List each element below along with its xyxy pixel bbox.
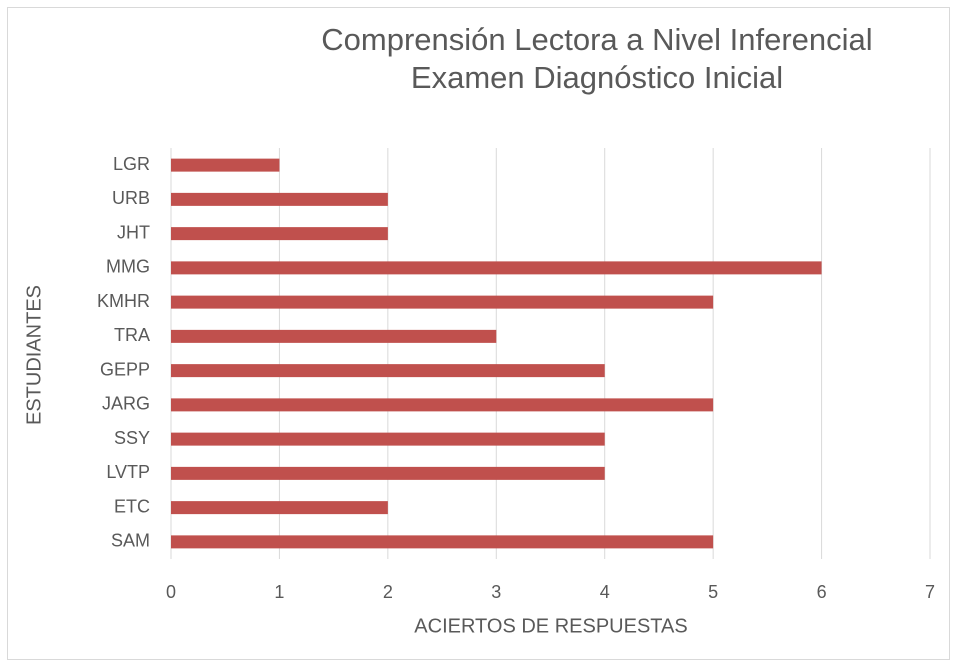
x-tick-label: 4 xyxy=(600,582,610,602)
x-tick-label: 0 xyxy=(166,582,176,602)
x-tick-label: 6 xyxy=(817,582,827,602)
x-axis-label: ACIERTOS DE RESPUESTAS xyxy=(414,615,687,637)
bar xyxy=(171,329,497,343)
y-tick-label: JARG xyxy=(102,394,150,414)
chart-title: Comprensión Lectora a Nivel Inferencial xyxy=(321,22,872,57)
bar xyxy=(171,261,822,275)
x-tick-label: 3 xyxy=(491,582,501,602)
bar xyxy=(171,192,388,206)
y-tick-label: KMHR xyxy=(97,291,150,311)
y-tick-label: JHT xyxy=(117,222,150,242)
bar xyxy=(171,432,605,446)
chart-subtitle: Examen Diagnóstico Inicial xyxy=(411,60,783,95)
y-tick-label: LVTP xyxy=(106,462,150,482)
y-tick-label: SAM xyxy=(111,531,150,551)
y-tick-label: ETC xyxy=(114,496,150,516)
bar xyxy=(171,364,605,378)
y-tick-label: TRA xyxy=(114,325,150,345)
y-tick-label: URB xyxy=(112,188,150,208)
bar xyxy=(171,398,714,412)
y-axis-label: ESTUDIANTES xyxy=(23,285,45,425)
x-tick-label: 2 xyxy=(383,582,393,602)
bar xyxy=(171,295,714,309)
bar xyxy=(171,227,388,241)
y-tick-label: MMG xyxy=(106,257,150,277)
y-tick-label: LGR xyxy=(113,154,150,174)
bar xyxy=(171,158,280,172)
y-tick-label: SSY xyxy=(114,428,150,448)
x-tick-label: 7 xyxy=(925,582,935,602)
x-tick-label: 5 xyxy=(708,582,718,602)
bar xyxy=(171,501,388,515)
bar xyxy=(171,535,714,549)
x-tick-label: 1 xyxy=(274,582,284,602)
y-tick-label: GEPP xyxy=(100,359,150,379)
bar xyxy=(171,466,605,480)
